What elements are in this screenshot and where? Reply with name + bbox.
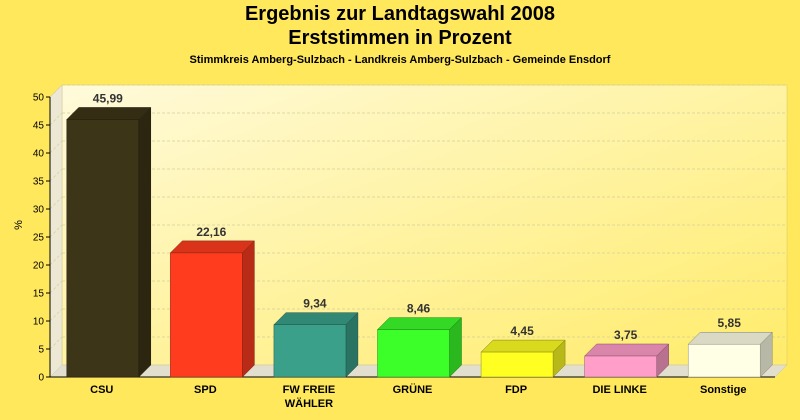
bar-side — [242, 240, 255, 378]
grid-line — [49, 308, 63, 322]
bar-top — [584, 343, 670, 357]
data-label: 22,16 — [196, 225, 226, 239]
data-label: 5,85 — [718, 316, 742, 330]
plot-side-wall — [49, 84, 63, 378]
x-tick-label: FDP — [505, 384, 527, 396]
y-tick-label: 15 — [33, 289, 45, 300]
bar-side — [138, 106, 152, 378]
y-tick-label: 0 — [38, 373, 44, 384]
y-tick-label: 40 — [33, 149, 45, 160]
bar-top — [169, 240, 255, 254]
bar-top — [273, 312, 359, 325]
grid-line — [49, 84, 63, 98]
bar — [66, 119, 140, 378]
y-axis-label: % — [13, 220, 25, 230]
grid-line — [49, 336, 63, 350]
grid-line — [49, 280, 63, 294]
grid-line — [49, 196, 63, 210]
y-tick-label: 50 — [33, 93, 45, 104]
x-tick-label: GRÜNE — [393, 383, 433, 396]
data-label: 3,75 — [614, 328, 638, 342]
data-label: 8,46 — [407, 302, 431, 316]
grid-line — [49, 168, 63, 182]
data-label: 9,34 — [303, 297, 327, 311]
x-tick-label: Sonstige — [700, 384, 746, 396]
bar — [273, 324, 347, 378]
bar — [170, 252, 243, 378]
grid-line — [49, 252, 63, 266]
y-tick-label: 10 — [33, 317, 45, 328]
y-tick-label: 30 — [33, 205, 45, 216]
y-tick-label: 5 — [38, 345, 44, 356]
bar — [584, 355, 657, 378]
bar — [480, 351, 554, 378]
y-tick-label: 45 — [33, 121, 45, 132]
y-tick-label: 25 — [33, 233, 45, 244]
chart-subtitle: Stimmkreis Amberg-Sulzbach - Landkreis A… — [189, 54, 611, 66]
grid-line — [49, 140, 63, 154]
grid-line — [49, 224, 63, 238]
grid-line — [49, 112, 63, 126]
bar — [687, 343, 761, 378]
bar-top — [480, 339, 566, 353]
x-tick-label: SPD — [194, 384, 217, 396]
bar-top — [66, 107, 152, 120]
x-tick-label: DIE LINKE — [592, 384, 646, 396]
chart-title-2: Erststimmen in Prozent — [288, 27, 512, 49]
y-tick-label: 35 — [33, 177, 45, 188]
data-label: 4,45 — [510, 324, 534, 338]
y-tick-label: 20 — [33, 261, 45, 272]
bar-top — [376, 317, 463, 330]
bar-top — [687, 331, 773, 345]
x-tick-label: FW FREIE WÄHLER — [283, 384, 336, 410]
data-label: 45,99 — [93, 91, 123, 105]
bar — [377, 329, 450, 378]
x-tick-label: CSU — [90, 384, 113, 396]
chart-title: Ergebnis zur Landtagswahl 2008 — [244, 3, 556, 25]
